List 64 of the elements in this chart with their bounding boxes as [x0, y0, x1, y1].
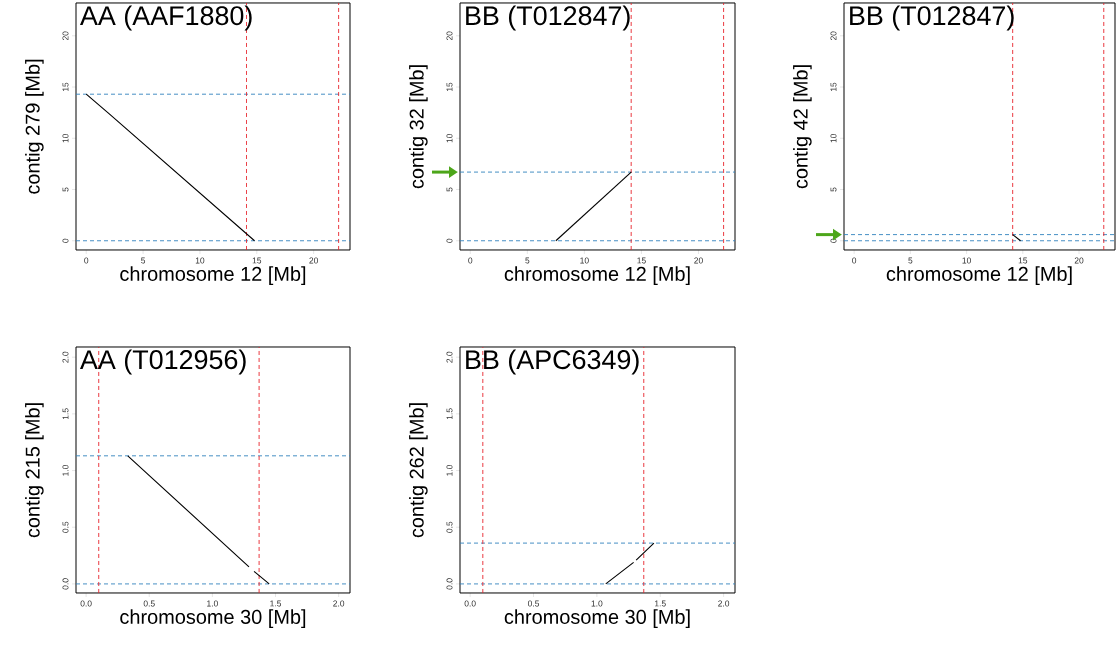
y-axis-title: contig 262 [Mb]	[409, 403, 428, 538]
y-tick-label: 1.0	[446, 465, 453, 476]
y-tick-label: 20	[62, 31, 69, 41]
chart-title: BB (APC6349)	[466, 349, 639, 375]
y-tick-label: 0.5	[446, 521, 453, 533]
y-axis-title: contig 32 [Mb]	[409, 65, 428, 189]
x-axis-title: chromosome 30 [Mb]	[504, 609, 690, 628]
chart-title: AA (AAF1880)	[79, 5, 252, 31]
y-tick-label: 0.0	[446, 578, 453, 590]
y-tick-label: 15	[830, 82, 837, 92]
y-tick-label: 5	[830, 187, 837, 192]
y-tick-label: 1.5	[446, 408, 453, 420]
y-tick-label: 0	[446, 238, 453, 243]
y-tick-label: 5	[446, 187, 453, 192]
y-tick-label: 0.0	[62, 578, 69, 590]
x-tick-label: 2.0	[718, 600, 730, 607]
y-tick-label: 20	[446, 31, 453, 41]
x-tick-label: 1.0	[207, 600, 218, 607]
x-tick-label: 5	[525, 257, 530, 264]
chart-title: BB (T012847)	[466, 5, 630, 31]
x-tick-label: 0.5	[527, 600, 540, 607]
x-tick-label: 1.0	[591, 600, 603, 607]
y-tick-label: 0.5	[62, 521, 69, 533]
x-axis-title: chromosome 12 [Mb]	[504, 266, 690, 285]
x-tick-label: 5	[141, 257, 146, 264]
x-tick-label: 1.5	[655, 600, 666, 607]
x-tick-label: 0	[468, 257, 473, 264]
x-tick-label: 0	[852, 257, 857, 264]
x-axis-title: chromosome 12 [Mb]	[120, 266, 306, 285]
y-axis-title: contig 215 [Mb]	[25, 403, 44, 538]
x-tick-label: 10	[962, 257, 971, 264]
x-tick-label: 15	[1018, 257, 1028, 264]
y-tick-label: 20	[830, 31, 837, 41]
y-axis-title: contig 42 [Mb]	[793, 65, 812, 189]
x-tick-label: 0.5	[143, 600, 155, 607]
y-tick-label: 5	[62, 187, 69, 192]
y-tick-label: 15	[446, 82, 453, 92]
y-tick-label: 0	[62, 238, 69, 243]
x-tick-label: 15	[637, 257, 646, 264]
y-tick-label: 1.0	[62, 465, 69, 476]
y-tick-label: 2.0	[446, 351, 453, 363]
x-tick-label: 20	[309, 257, 318, 264]
y-tick-label: 1.5	[62, 408, 69, 420]
x-tick-label: 2.0	[333, 600, 345, 607]
y-axis-title: contig 279 [Mb]	[25, 59, 44, 194]
y-tick-label: 15	[62, 82, 69, 92]
x-tick-label: 10	[580, 257, 589, 264]
x-tick-label: 1.5	[270, 600, 282, 607]
x-tick-label: 5	[908, 257, 913, 264]
x-tick-label: 0.0	[80, 600, 92, 607]
y-tick-label: 2.0	[62, 351, 69, 363]
chart-title: BB (T012847)	[850, 5, 1014, 31]
chart-title: AA (T012956)	[79, 349, 246, 375]
x-tick-label: 15	[252, 257, 262, 264]
x-axis-title: chromosome 12 [Mb]	[886, 266, 1072, 285]
y-tick-label: 10	[62, 133, 69, 143]
y-tick-label: 10	[446, 133, 453, 143]
x-tick-label: 0	[84, 257, 89, 264]
x-tick-label: 10	[195, 257, 205, 264]
x-tick-label: 20	[1074, 257, 1084, 264]
y-tick-label: 10	[830, 133, 837, 143]
x-tick-label: 20	[694, 257, 703, 264]
x-tick-label: 0.0	[464, 600, 476, 607]
x-axis-title: chromosome 30 [Mb]	[120, 609, 306, 628]
